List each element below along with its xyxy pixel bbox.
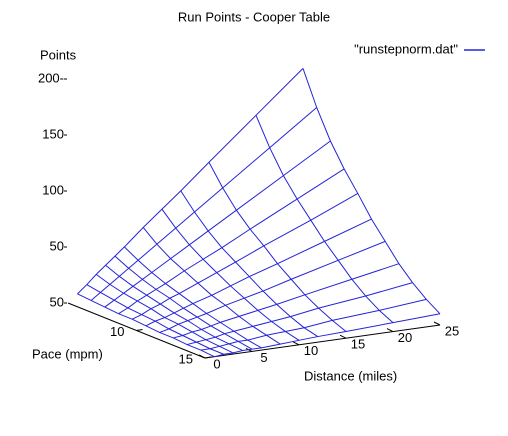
z-tick-label: 150 <box>42 126 64 141</box>
surface-row <box>214 313 441 358</box>
x-tick-label: 0 <box>213 356 220 371</box>
surface-column <box>180 190 319 337</box>
surface-row <box>131 193 359 320</box>
y-tick <box>204 356 212 359</box>
z-tick-label: 100 <box>42 182 64 197</box>
x-tick-label: 15 <box>351 337 365 352</box>
surface-row <box>77 68 304 295</box>
z-tick-label: 50 <box>50 238 64 253</box>
y-tick <box>136 329 143 331</box>
x-tick-label: 5 <box>260 350 267 365</box>
surface-column <box>114 255 253 350</box>
x-axis <box>204 324 441 359</box>
x-tick-label: 20 <box>398 330 412 345</box>
surface-column <box>161 208 300 341</box>
z-tick-label: 200- <box>38 70 64 85</box>
surface-column <box>105 264 243 351</box>
surface-row <box>104 140 331 308</box>
surface-row <box>186 282 413 346</box>
chart-title: Run Points - Cooper Table <box>178 9 330 24</box>
surface-row <box>173 263 400 339</box>
surface-row <box>159 240 386 333</box>
z-axis-label: Points <box>40 47 77 62</box>
surface-column <box>86 284 224 355</box>
y-tick-label: 10 <box>110 324 124 339</box>
x-tick <box>339 334 347 339</box>
surface-column <box>302 68 441 315</box>
x-tick <box>292 341 300 346</box>
surface-column <box>95 273 234 354</box>
x-tick <box>198 354 206 359</box>
surface-row <box>200 298 427 351</box>
surface-column <box>77 293 215 358</box>
z-tick-label: 50 <box>50 294 64 309</box>
surface-column <box>255 115 394 324</box>
x-tick <box>386 328 394 333</box>
legend-label: "runstepnorm.dat" <box>354 41 458 56</box>
surface-row <box>145 218 372 327</box>
x-axis-label: Distance (miles) <box>304 368 397 383</box>
y-axis-label: Pace (mpm) <box>32 346 103 361</box>
surface-column <box>142 227 281 345</box>
surface-row <box>90 107 318 301</box>
surface-row <box>118 168 345 315</box>
x-tick-label: 10 <box>304 343 318 358</box>
surface-column <box>208 162 347 332</box>
x-tick <box>433 321 441 326</box>
y-tick-label: 15 <box>179 351 193 366</box>
surface-column <box>124 246 262 349</box>
x-tick-label: 25 <box>445 323 459 338</box>
